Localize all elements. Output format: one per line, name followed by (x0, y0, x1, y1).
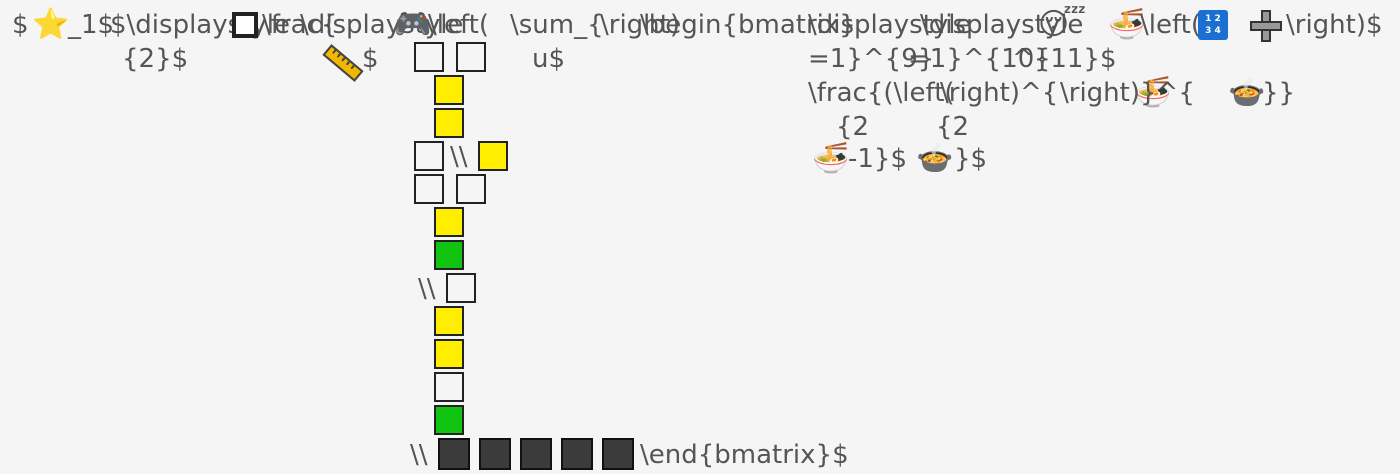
noodles-icon-2: 🍜 (1134, 75, 1172, 110)
matrix-cell (434, 75, 464, 105)
matrix-cell-dark (479, 438, 511, 470)
sum-limit-nine-text: =1}^{9} (808, 44, 935, 74)
gamepad-icon: 🎮 (394, 7, 432, 42)
matrix-cell (456, 42, 486, 72)
displaystyle-text-3: \displaystyle (808, 10, 972, 40)
matrix-cell (414, 42, 444, 72)
row-break-text: \\ (450, 142, 468, 172)
frac-left-text: \frac{(\left( (808, 78, 955, 108)
matrix-cell (434, 207, 464, 237)
right-power-text: \right)^{ (940, 78, 1059, 108)
dollar-text-2: $ (362, 44, 379, 74)
sum-limit-ten-text: =1}^{10} (908, 44, 1051, 74)
noodles-icon-3: 🍜 (812, 141, 850, 176)
matrix-cell (434, 339, 464, 369)
sum-text: \sum_{ (510, 10, 604, 40)
matrix-cell (434, 108, 464, 138)
brace-two-text-2: {2 (936, 112, 970, 142)
plus-icon (1250, 10, 1282, 42)
close-braces-text: }} (1262, 78, 1296, 108)
matrix-cell (414, 141, 444, 171)
matrix-cell-dark (561, 438, 593, 470)
matrix-cell (414, 174, 444, 204)
subscript-one-text: _1$ (68, 10, 115, 40)
calendar-row-2: 3 4 (1205, 26, 1221, 36)
square-icon (232, 12, 258, 38)
matrix-cell-dark (602, 438, 634, 470)
right-paren-dollar-text: \right)$ (1286, 10, 1383, 40)
matrix-cell-dark (438, 438, 470, 470)
left-paren-text: \left( (428, 10, 490, 40)
right-paren-text: \right) (600, 10, 680, 40)
power-eleven-text: ^{11}$ (1012, 44, 1117, 74)
begin-bmatrix-text: \begin{bmatrix} (640, 10, 856, 40)
matrix-cell (434, 306, 464, 336)
denominator-two-text: {2}$ (122, 44, 189, 74)
matrix-cell (456, 174, 486, 204)
matrix-cell (478, 141, 508, 171)
sleeping-face-icon: 😴 (1038, 7, 1087, 42)
ruler-icon (322, 44, 364, 82)
stew-icon-2: 🍲 (916, 141, 954, 176)
displaystyle-text-2: \displaystyle (300, 10, 464, 40)
stew-icon: 🍲 (1228, 75, 1266, 110)
matrix-cell (434, 405, 464, 435)
displaystyle-text: $\displaystyle (110, 10, 290, 40)
dollar-text: $ (12, 10, 29, 40)
frac-text: \frac{ (262, 10, 338, 40)
calendar-row-1: 1 2 (1205, 14, 1221, 24)
row-break-text-3: \\ (410, 440, 428, 470)
minus-one-text: -1}$ (848, 144, 908, 174)
row-break-text-2: \\ (418, 274, 436, 304)
matrix-cell (446, 273, 476, 303)
end-bmatrix-text: \end{bmatrix}$ (640, 440, 849, 470)
matrix-cell-dark (520, 438, 552, 470)
u-dollar-text: u$ (532, 44, 566, 74)
right-power-text-2: \right)}^{ (1060, 78, 1195, 108)
matrix-cell (434, 372, 464, 402)
star-icon: ⭐ (32, 7, 70, 42)
displaystyle-text-4: \displaystyle (920, 10, 1084, 40)
left-paren-text-2: \left( (1140, 10, 1202, 40)
noodles-icon: 🍜 (1108, 7, 1146, 42)
brace-two-text: {2 (836, 112, 870, 142)
matrix-cell (434, 240, 464, 270)
close-brace-dollar-text: }$ (954, 144, 988, 174)
